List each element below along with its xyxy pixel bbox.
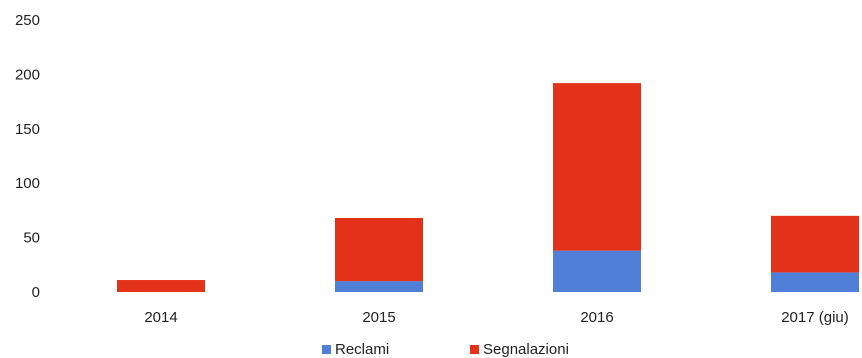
- x-tick-label: 2015: [362, 309, 395, 326]
- y-tick-label: 200: [15, 66, 40, 83]
- x-tick-label: 2017 (giu): [781, 309, 849, 326]
- bar-segnalazioni-0: [117, 280, 205, 292]
- legend-label-reclami: Reclami: [335, 341, 389, 358]
- bar-reclami-3: [771, 272, 859, 292]
- y-tick-label: 100: [15, 175, 40, 192]
- legend: Reclami Segnalazioni: [322, 341, 569, 358]
- y-tick-label: 150: [15, 121, 40, 138]
- bar-segnalazioni-2: [553, 83, 641, 251]
- legend-swatch-reclami: [322, 345, 331, 354]
- legend-label-segnalazioni: Segnalazioni: [483, 341, 569, 358]
- y-axis: 0 50 100 150 200 250: [15, 12, 40, 301]
- bars: [117, 83, 859, 292]
- bar-segnalazioni-3: [771, 215, 859, 273]
- bar-segnalazioni-1: [335, 218, 423, 282]
- legend-swatch-segnalazioni: [470, 345, 479, 354]
- x-tick-label: 2014: [144, 309, 177, 326]
- x-axis: 2014 2015 2016 2017 (giu): [144, 309, 848, 326]
- bar-reclami-1: [335, 281, 423, 292]
- y-tick-label: 0: [32, 284, 40, 301]
- y-tick-label: 50: [23, 230, 40, 247]
- x-tick-label: 2016: [580, 309, 613, 326]
- bar-reclami-2: [553, 250, 641, 292]
- y-tick-label: 250: [15, 12, 40, 29]
